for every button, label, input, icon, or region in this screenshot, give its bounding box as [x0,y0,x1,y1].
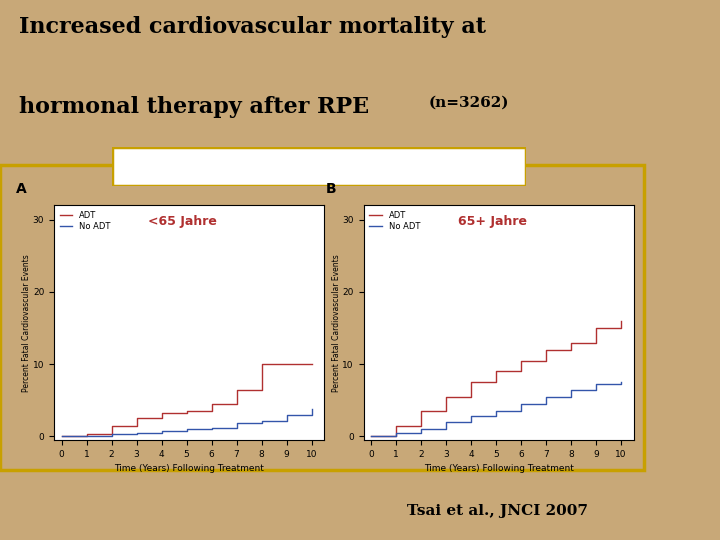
Text: hormonal therapy after RPE: hormonal therapy after RPE [19,96,369,118]
X-axis label: Time (Years) Following Treatment: Time (Years) Following Treatment [423,464,574,474]
Text: Tsai et al., JNCI 2007: Tsai et al., JNCI 2007 [407,504,588,518]
Text: 65+ Jahre: 65+ Jahre [458,214,527,227]
Text: Increased cardiovascular mortality at: Increased cardiovascular mortality at [19,16,486,38]
Legend: ADT, No ADT: ADT, No ADT [58,210,112,232]
Y-axis label: Percent Fatal Cardiovascular Events: Percent Fatal Cardiovascular Events [332,254,341,392]
Text: HR: 2.6; 95% CI: 1.4-4.7; p =0.002: HR: 2.6; 95% CI: 1.4-4.7; p =0.002 [151,158,486,176]
Y-axis label: Percent Fatal Cardiovascular Events: Percent Fatal Cardiovascular Events [22,254,32,392]
Text: A: A [16,182,27,196]
X-axis label: Time (Years) Following Treatment: Time (Years) Following Treatment [114,464,264,474]
Text: B: B [325,182,336,196]
Legend: ADT, No ADT: ADT, No ADT [368,210,422,232]
Text: <65 Jahre: <65 Jahre [148,214,217,227]
Text: (n=3262): (n=3262) [428,96,509,110]
